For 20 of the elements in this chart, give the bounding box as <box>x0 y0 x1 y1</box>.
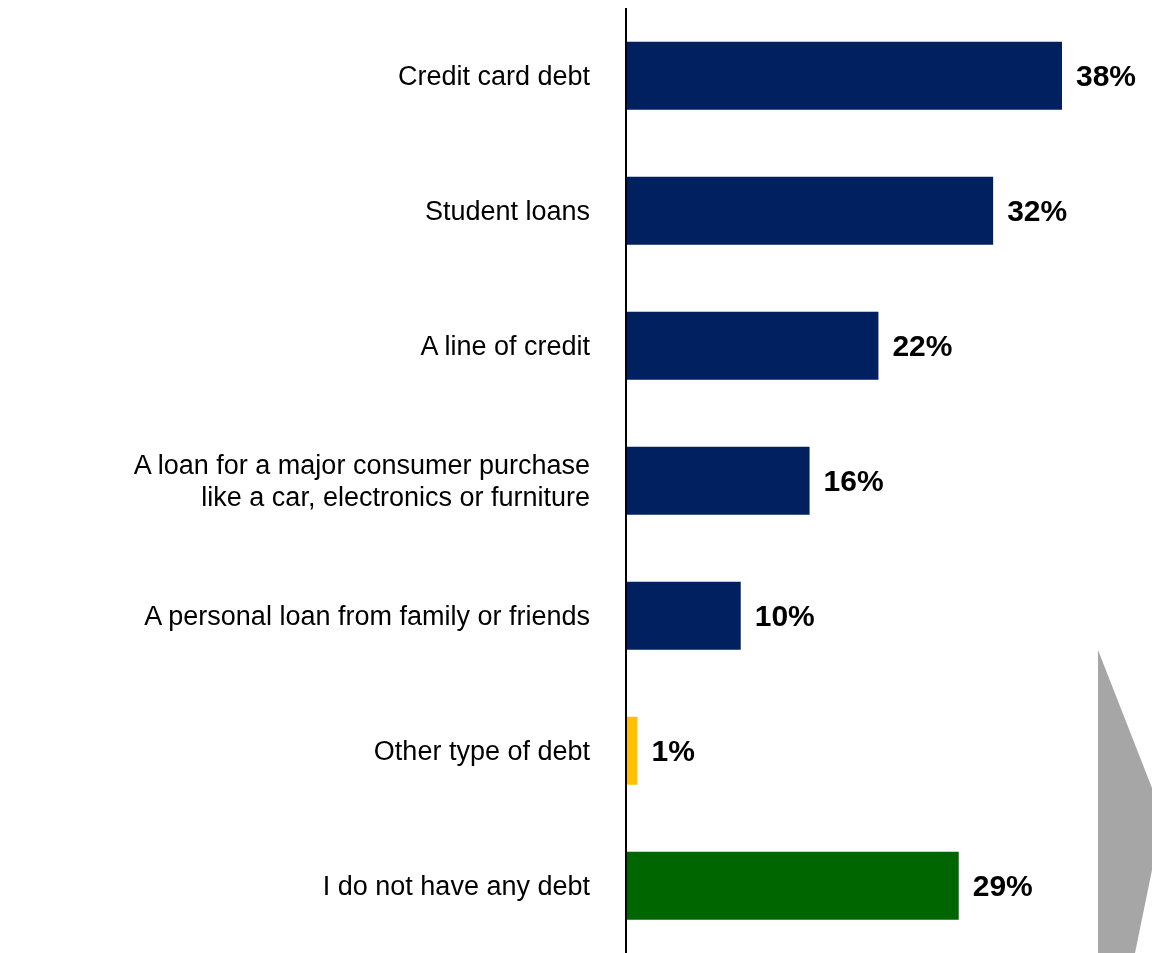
data-label: 16% <box>823 464 884 498</box>
y-tick-label: Credit card debt <box>397 60 591 91</box>
bar <box>626 581 741 650</box>
data-label: 22% <box>892 329 953 363</box>
y-tick-label: A line of credit <box>420 330 591 361</box>
data-label: 10% <box>754 599 815 633</box>
bar <box>626 176 994 245</box>
y-tick-label: A loan for a major consumer purchase like a car, electronics or furniture <box>133 449 590 512</box>
data-label: 32% <box>1007 194 1068 228</box>
bar <box>626 41 1062 110</box>
bar <box>626 851 959 920</box>
y-tick-label: I do not have any debt <box>322 870 591 901</box>
data-label: 1% <box>651 734 695 768</box>
bar <box>626 446 810 515</box>
data-label: 29% <box>972 869 1033 903</box>
bar <box>626 311 879 380</box>
y-tick-label: Other type of debt <box>373 735 591 766</box>
data-label: 38% <box>1076 59 1137 93</box>
y-tick-label: A personal loan from family or friends <box>144 600 590 631</box>
y-tick-label: Student loans <box>424 195 590 226</box>
